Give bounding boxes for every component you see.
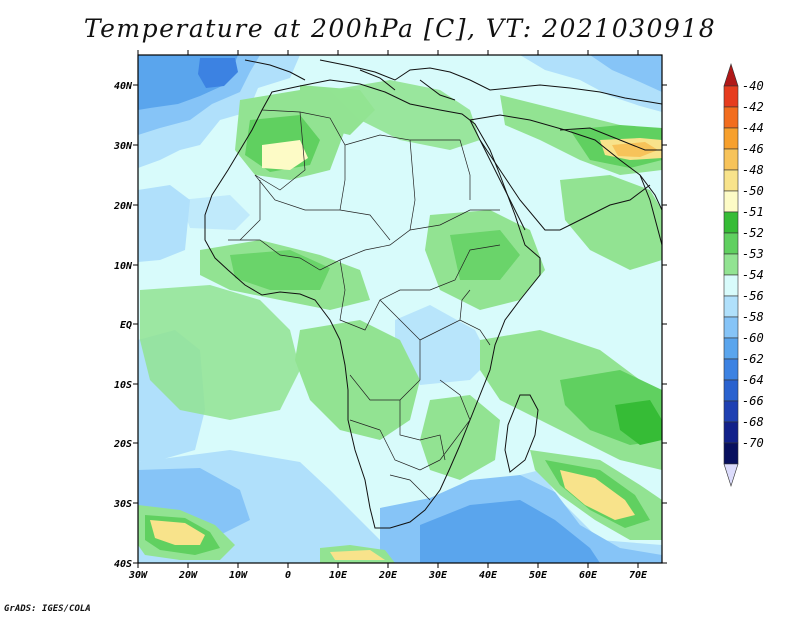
colorbar-swatch <box>723 253 739 276</box>
colorbar-swatch <box>723 379 739 402</box>
map-border <box>137 54 663 564</box>
lat-label-eq: EQ <box>120 320 132 331</box>
lat-label-40n: 40N <box>114 81 133 92</box>
colorbar-swatch <box>723 274 739 297</box>
latitude-labels: 40N 30N 20N 10N EQ 10S 20S 30S 40S <box>113 81 133 570</box>
lat-label-20s: 20S <box>113 439 132 450</box>
colorbar-label: -62 <box>742 352 764 366</box>
lon-label-40e: 40E <box>479 570 498 581</box>
colorbar-swatch <box>723 211 739 234</box>
lat-label-30s: 30S <box>113 499 132 510</box>
lon-label-30e: 30E <box>428 570 448 581</box>
colorbar-label: -48 <box>742 163 764 177</box>
colorbar-label: -54 <box>742 268 764 282</box>
colorbar-swatch <box>723 127 739 150</box>
coastlines <box>204 59 662 529</box>
footer-credit: GrADS: IGES/COLA <box>4 604 91 614</box>
colorbar-label: -58 <box>742 310 764 324</box>
lat-label-20n: 20N <box>113 201 133 212</box>
colorbar-label: -52 <box>742 226 764 240</box>
colorbar-swatch <box>723 148 739 171</box>
colorbar-swatch <box>723 190 739 213</box>
lon-label-50e: 50E <box>529 570 548 581</box>
lat-label-30n: 30N <box>113 141 133 152</box>
axis-ticks <box>133 50 667 568</box>
colorbar-labels: -40 -42 -44 -46 -48 -50 -51 -52 -53 -54 -56 -58 -60 -… <box>742 79 764 450</box>
lat-label-10s: 10S <box>114 380 132 391</box>
colorbar-top-arrow <box>723 63 739 87</box>
colorbar-label: -64 <box>742 373 764 387</box>
colorbar-label: -44 <box>742 121 764 135</box>
chart-title: Temperature at 200hPa [C], VT: 202103091… <box>83 14 717 43</box>
lon-label-60e: 60E <box>579 570 598 581</box>
colorbar-swatch <box>723 316 739 339</box>
colorbar-swatch <box>723 337 739 360</box>
colorbar-swatch <box>723 85 739 108</box>
colorbar-label: -40 <box>742 79 764 93</box>
colorbar-label: -70 <box>742 436 764 450</box>
colorbar-label: -46 <box>742 142 764 156</box>
lon-label-10e: 10E <box>329 570 348 581</box>
country-borders <box>228 109 501 501</box>
colorbar-swatch <box>723 442 739 465</box>
colorbar-swatch <box>723 358 739 381</box>
lon-label-10w: 10W <box>229 570 248 581</box>
lon-label-20e: 20E <box>378 570 398 581</box>
colorbar-bottom-arrow <box>723 463 739 487</box>
lat-label-40s: 40S <box>114 559 132 570</box>
colorbar-label: -68 <box>742 415 764 429</box>
colorbar-swatch <box>723 421 739 444</box>
temperature-field <box>138 55 662 563</box>
colorbar-swatch <box>723 295 739 318</box>
colorbar-label: -60 <box>742 331 764 345</box>
colorbar-swatch <box>723 232 739 255</box>
lon-label-30w: 30W <box>128 570 148 581</box>
colorbar-label: -42 <box>742 100 764 114</box>
colorbar-swatch <box>723 106 739 129</box>
colorbar-swatch <box>723 169 739 192</box>
colorbar-swatch <box>723 400 739 423</box>
lon-label-20w: 20W <box>178 570 198 581</box>
colorbar-label: -66 <box>742 394 764 408</box>
colorbar-label: -53 <box>742 247 764 261</box>
colorbar-label: -56 <box>742 289 764 303</box>
colorbar-label: -50 <box>742 184 764 198</box>
lon-label-0: 0 <box>285 570 291 581</box>
colorbar-legend <box>723 63 739 487</box>
lat-label-10n: 10N <box>114 261 133 272</box>
longitude-labels: 30W 20W 10W 0 10E 20E 30E 40E 50E 60E 70… <box>128 570 648 581</box>
colorbar-label: -51 <box>742 205 764 219</box>
lon-label-70e: 70E <box>629 570 648 581</box>
